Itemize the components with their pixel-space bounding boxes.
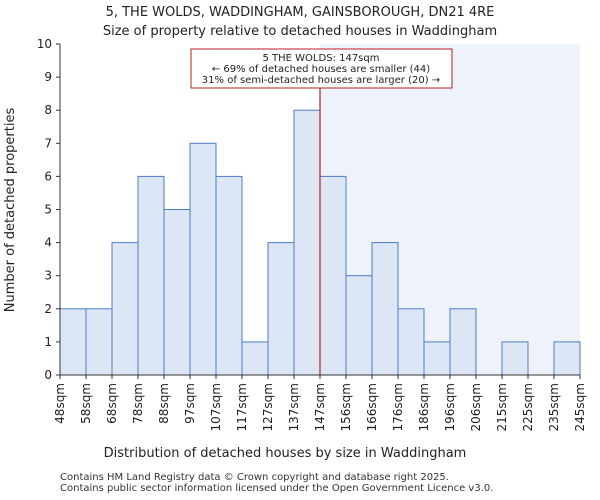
bar-196sqm — [449, 308, 477, 376]
bar-176sqm — [397, 308, 425, 376]
bar-58sqm — [85, 308, 113, 376]
bar-117sqm — [241, 341, 269, 376]
x-tick-label: 117sqm — [235, 383, 249, 431]
y-tick-label: 9 — [44, 70, 52, 84]
x-tick-label: 88sqm — [157, 383, 171, 424]
y-tick-label: 1 — [44, 335, 52, 349]
chart-title: 5, THE WOLDS, WADDINGHAM, GAINSBOROUGH, … — [106, 5, 495, 20]
bar-107sqm — [215, 175, 243, 376]
y-tick-label: 2 — [44, 302, 52, 316]
x-axis-label: Distribution of detached houses by size … — [104, 446, 467, 461]
y-tick-label: 10 — [37, 37, 52, 51]
bar-235sqm — [553, 341, 581, 376]
y-axis-label: Number of detached properties — [3, 108, 18, 313]
bar-137sqm — [293, 109, 321, 376]
y-tick-label: 0 — [44, 368, 52, 382]
x-tick-label: 68sqm — [105, 383, 119, 424]
bar-127sqm — [267, 242, 295, 376]
x-tick-label: 107sqm — [209, 383, 223, 431]
annotation-border — [190, 48, 453, 89]
footer-copyright: Contains HM Land Registry data © Crown c… — [60, 472, 449, 483]
bars — [59, 109, 581, 376]
bar-215sqm — [501, 341, 529, 376]
x-tick-label: 78sqm — [131, 383, 145, 424]
y-tick-label: 8 — [44, 103, 52, 117]
annotation-line-3: 31% of semi-detached houses are larger (… — [202, 75, 440, 86]
x-tick-label: 186sqm — [417, 383, 431, 431]
x-tick-label: 166sqm — [365, 383, 379, 431]
y-tick-label: 5 — [44, 203, 52, 217]
bar-97sqm — [189, 142, 217, 376]
bar-88sqm — [163, 209, 191, 376]
bar-186sqm — [423, 341, 451, 376]
annotation-line-1: 5 THE WOLDS: 147sqm — [263, 53, 380, 64]
x-tick-label: 245sqm — [573, 383, 587, 431]
annotation-box: 5 THE WOLDS: 147sqm ← 69% of detached ho… — [190, 48, 453, 89]
y-tick-label: 7 — [44, 136, 52, 150]
x-tick-label: 176sqm — [391, 383, 405, 431]
bar-156sqm — [345, 275, 373, 376]
x-tick-label: 137sqm — [287, 383, 301, 431]
x-tick-label: 235sqm — [547, 383, 561, 431]
x-tick-label: 147sqm — [313, 383, 327, 431]
x-tick-label: 97sqm — [183, 383, 197, 424]
bar-147sqm — [319, 175, 347, 376]
chart-subtitle: Size of property relative to detached ho… — [103, 24, 497, 39]
x-tick-label: 156sqm — [339, 383, 353, 431]
x-tick-label: 127sqm — [261, 383, 275, 431]
x-tick-label: 225sqm — [521, 383, 535, 431]
x-tick-label: 196sqm — [443, 383, 457, 431]
bar-78sqm — [137, 175, 165, 376]
x-tick-label: 48sqm — [53, 383, 67, 424]
x-tick-label: 58sqm — [79, 383, 93, 424]
annotation-line-2: ← 69% of detached houses are smaller (44… — [212, 64, 430, 75]
bar-48sqm — [59, 308, 87, 376]
x-tick-label: 215sqm — [495, 383, 509, 431]
y-tick-label: 4 — [44, 236, 52, 250]
bar-68sqm — [111, 242, 139, 376]
y-ticks: 0 1 2 3 4 5 6 7 8 9 10 — [37, 37, 60, 382]
x-tick-label: 206sqm — [469, 383, 483, 431]
bar-166sqm — [371, 242, 399, 376]
y-tick-label: 6 — [44, 169, 52, 183]
y-tick-label: 3 — [44, 269, 52, 283]
footer-licence: Contains public sector information licen… — [60, 483, 494, 494]
x-ticks: 48sqm 58sqm 68sqm 78sqm 88sqm 97sqm 107sqm 117s… — [53, 375, 587, 431]
